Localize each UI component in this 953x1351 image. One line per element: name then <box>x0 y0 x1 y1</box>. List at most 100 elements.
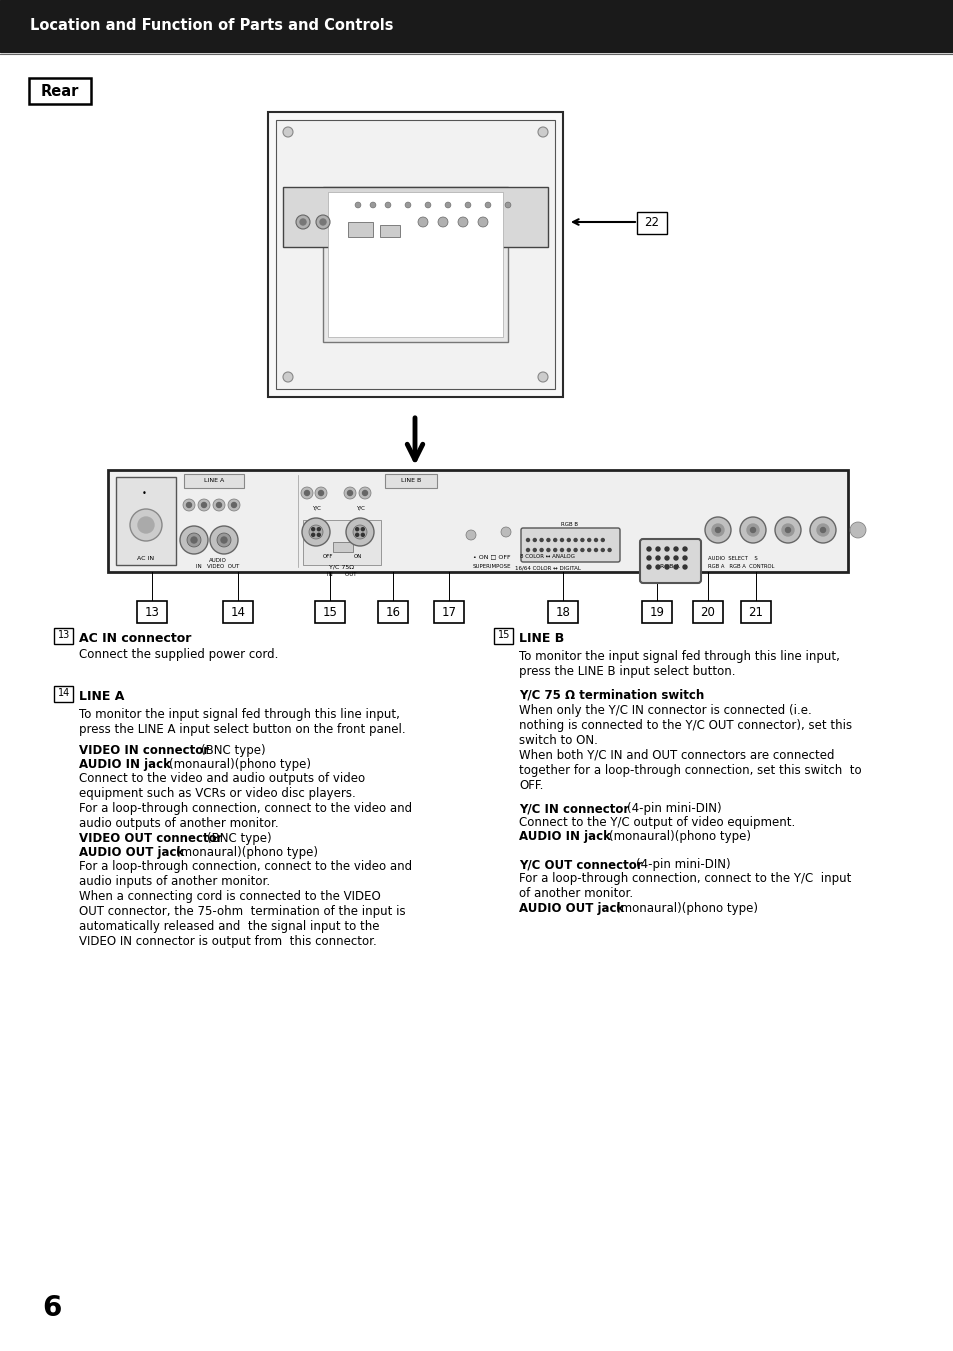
Circle shape <box>533 539 536 542</box>
Circle shape <box>526 549 529 551</box>
Circle shape <box>346 517 374 546</box>
Circle shape <box>600 549 603 551</box>
Text: (monaural)(phono type): (monaural)(phono type) <box>169 758 311 771</box>
Circle shape <box>213 499 225 511</box>
Circle shape <box>370 203 375 208</box>
Circle shape <box>344 486 355 499</box>
Circle shape <box>504 203 511 208</box>
Circle shape <box>560 539 563 542</box>
Circle shape <box>673 557 678 561</box>
Circle shape <box>477 218 488 227</box>
Text: 8 COLOR ↔ ANALOG: 8 COLOR ↔ ANALOG <box>520 554 575 559</box>
Circle shape <box>600 539 603 542</box>
Text: To monitor the input signal fed through this line input,
press the LINE A input : To monitor the input signal fed through … <box>79 708 405 736</box>
Circle shape <box>299 219 306 226</box>
FancyBboxPatch shape <box>137 601 167 623</box>
Text: OFF: OFF <box>322 554 333 558</box>
Text: 13: 13 <box>58 631 71 640</box>
Circle shape <box>191 536 196 543</box>
Circle shape <box>317 528 320 531</box>
Circle shape <box>484 203 491 208</box>
Text: Y/C IN connector: Y/C IN connector <box>518 802 629 815</box>
Text: Connect to the video and audio outputs of video
equipment such as VCRs or video : Connect to the video and audio outputs o… <box>79 771 412 830</box>
Text: (monaural)(phono type): (monaural)(phono type) <box>608 830 750 843</box>
Circle shape <box>526 539 529 542</box>
FancyBboxPatch shape <box>637 212 666 234</box>
Circle shape <box>774 517 801 543</box>
Bar <box>283 186 547 247</box>
Circle shape <box>574 539 577 542</box>
Circle shape <box>317 534 320 536</box>
Text: When only the Y/C IN connector is connected (i.e.
nothing is connected to the Y/: When only the Y/C IN connector is connec… <box>518 704 861 792</box>
Text: For a loop-through connection, connect to the Y/C  input
of another monitor.: For a loop-through connection, connect t… <box>518 871 850 900</box>
Circle shape <box>664 557 668 561</box>
Circle shape <box>567 539 570 542</box>
Circle shape <box>180 526 208 554</box>
Bar <box>385 474 436 488</box>
Text: 22: 22 <box>644 216 659 230</box>
Circle shape <box>302 517 330 546</box>
Circle shape <box>820 527 824 532</box>
Bar <box>379 226 399 236</box>
Text: AUDIO  SELECT    S: AUDIO SELECT S <box>707 555 757 561</box>
Circle shape <box>646 565 650 569</box>
Text: (BNC type): (BNC type) <box>207 832 272 844</box>
Text: Y/C 75 Ω termination switch: Y/C 75 Ω termination switch <box>518 688 703 701</box>
Circle shape <box>283 127 293 136</box>
Text: IN   VIDEO  OUT: IN VIDEO OUT <box>196 565 239 570</box>
Circle shape <box>319 219 326 226</box>
Text: 15: 15 <box>322 605 337 619</box>
Text: Y/C: Y/C <box>355 505 364 511</box>
Text: (4-pin mini-DIN): (4-pin mini-DIN) <box>636 858 730 871</box>
Circle shape <box>682 565 686 569</box>
Text: 19: 19 <box>649 605 664 619</box>
Circle shape <box>444 203 451 208</box>
Text: 13: 13 <box>145 605 159 619</box>
Circle shape <box>682 557 686 561</box>
Text: 15: 15 <box>497 631 510 640</box>
FancyBboxPatch shape <box>377 601 408 623</box>
Bar <box>348 222 373 236</box>
FancyBboxPatch shape <box>434 601 463 623</box>
Circle shape <box>546 539 549 542</box>
Text: AUDIO: AUDIO <box>209 558 227 562</box>
Circle shape <box>560 549 563 551</box>
Circle shape <box>283 372 293 382</box>
Bar <box>303 520 380 565</box>
Circle shape <box>210 526 237 554</box>
Text: RGB B: RGB B <box>561 523 578 527</box>
Text: 21: 21 <box>748 605 762 619</box>
Circle shape <box>361 534 364 536</box>
Circle shape <box>673 547 678 551</box>
Bar <box>0 0 953 51</box>
Circle shape <box>295 215 310 230</box>
Circle shape <box>664 547 668 551</box>
Circle shape <box>537 372 547 382</box>
Bar <box>275 120 555 389</box>
Circle shape <box>673 565 678 569</box>
Circle shape <box>232 503 236 508</box>
Text: Connect the supplied power cord.: Connect the supplied power cord. <box>79 648 278 661</box>
Circle shape <box>704 517 730 543</box>
Circle shape <box>417 218 428 227</box>
Circle shape <box>183 499 194 511</box>
Circle shape <box>358 486 371 499</box>
Circle shape <box>315 215 330 230</box>
Circle shape <box>816 524 828 536</box>
Circle shape <box>464 203 471 208</box>
FancyBboxPatch shape <box>29 78 91 104</box>
Circle shape <box>500 527 511 536</box>
Bar <box>323 186 507 342</box>
FancyBboxPatch shape <box>520 528 619 562</box>
Circle shape <box>537 127 547 136</box>
Circle shape <box>312 528 314 531</box>
Circle shape <box>355 534 358 536</box>
Circle shape <box>664 565 668 569</box>
Circle shape <box>682 547 686 551</box>
Circle shape <box>312 534 314 536</box>
Bar <box>116 477 175 565</box>
Text: For a loop-through connection, connect to the video and
audio inputs of another : For a loop-through connection, connect t… <box>79 861 412 948</box>
Circle shape <box>539 549 542 551</box>
FancyBboxPatch shape <box>54 627 73 643</box>
Circle shape <box>656 565 659 569</box>
